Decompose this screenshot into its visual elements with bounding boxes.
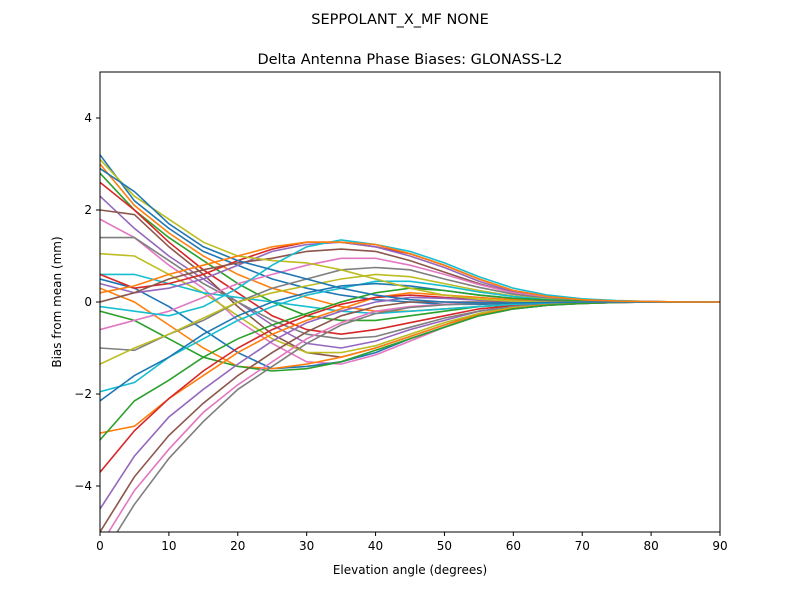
y-axis-label: Bias from mean (mm) <box>50 236 64 367</box>
x-tick-label: 50 <box>437 539 452 553</box>
x-tick-label: 10 <box>161 539 176 553</box>
series-line-32 <box>100 241 720 303</box>
series-line-2 <box>100 163 720 313</box>
series-line-24 <box>100 294 720 473</box>
y-tick-label: 0 <box>84 295 92 309</box>
series-line-31 <box>100 167 720 304</box>
chart-title: Delta Antenna Phase Biases: GLONASS-L2 <box>257 52 562 68</box>
x-tick-label: 70 <box>575 539 590 553</box>
y-tick-label: 4 <box>84 111 92 125</box>
x-axis-label: Elevation angle (degrees) <box>333 563 487 577</box>
x-tick-label: 0 <box>96 539 104 553</box>
series-line-3 <box>100 172 720 322</box>
series-lines <box>100 154 720 532</box>
x-tick-label: 40 <box>368 539 383 553</box>
x-axis: 0 10 20 30 40 50 60 70 80 90 <box>96 532 728 553</box>
x-tick-label: 90 <box>712 539 727 553</box>
y-tick-label: −4 <box>74 479 92 493</box>
x-tick-label: 20 <box>230 539 245 553</box>
figure-suptitle: SEPPOLANT_X_MF NONE <box>311 12 488 28</box>
x-tick-label: 60 <box>506 539 521 553</box>
series-line-7 <box>100 218 720 365</box>
series-line-17 <box>100 257 720 331</box>
y-tick-label: −2 <box>74 387 92 401</box>
series-line-6 <box>100 209 720 359</box>
series-line-16 <box>100 248 720 303</box>
y-axis: −4 −2 0 2 4 <box>74 111 100 493</box>
y-tick-label: 2 <box>84 203 92 217</box>
x-tick-label: 30 <box>299 539 314 553</box>
x-tick-label: 80 <box>643 539 658 553</box>
